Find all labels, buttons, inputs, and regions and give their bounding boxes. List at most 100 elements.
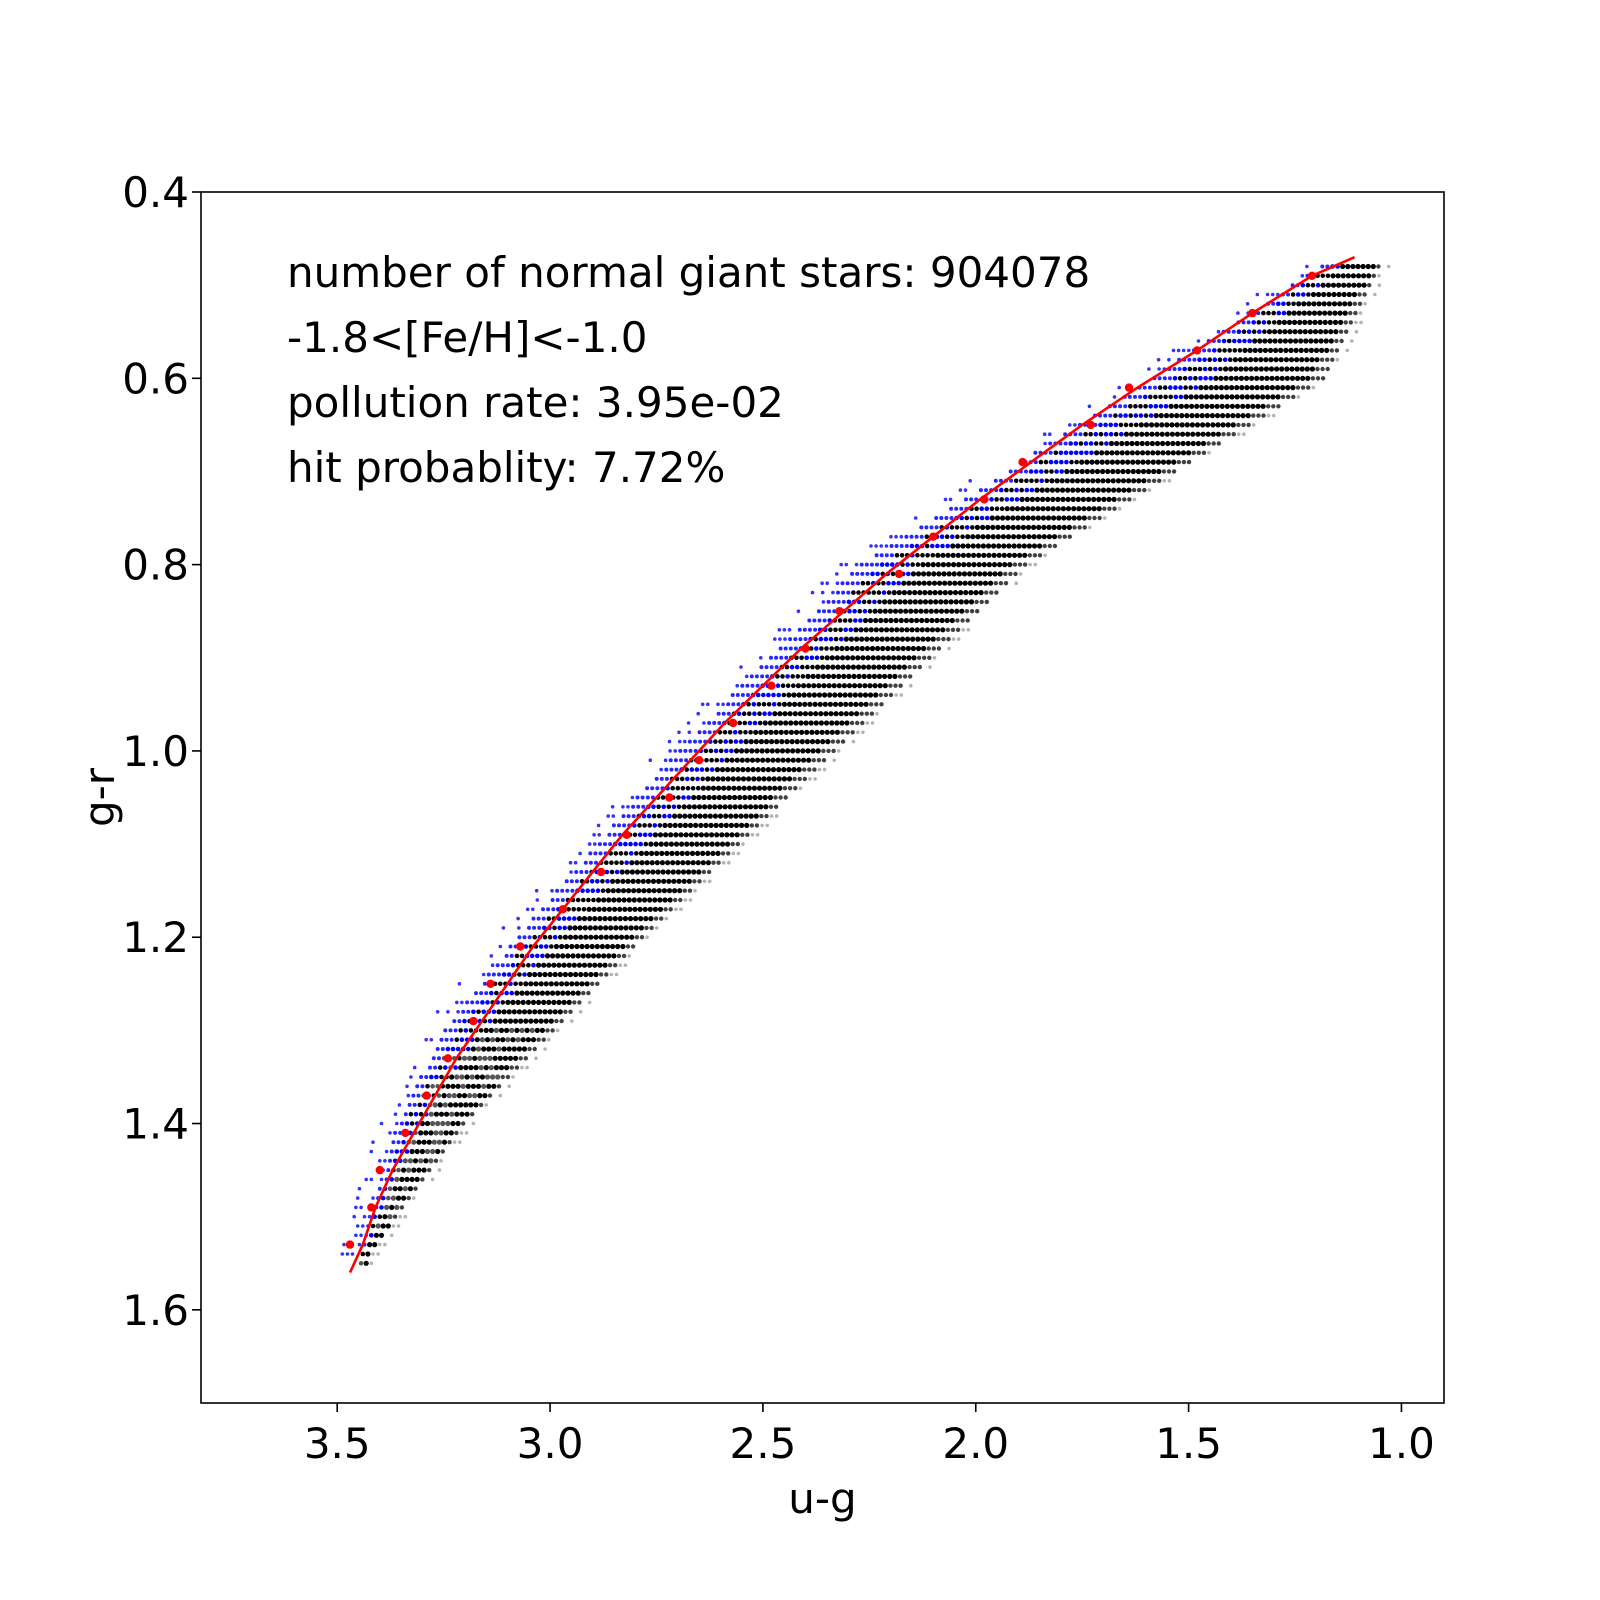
star-point — [857, 608, 862, 614]
star-point — [567, 971, 574, 978]
star-point — [580, 953, 586, 959]
star-point — [532, 934, 537, 940]
star-point — [513, 1018, 519, 1024]
star-point — [652, 906, 659, 912]
star-point — [587, 916, 593, 922]
star-point — [736, 702, 741, 707]
star-point — [987, 571, 993, 577]
star-point — [682, 822, 689, 829]
star-point — [491, 972, 496, 977]
star-point — [1269, 375, 1275, 381]
star-point — [875, 571, 880, 577]
star-point — [1184, 413, 1190, 419]
star-point — [808, 711, 814, 717]
star-point — [604, 943, 611, 950]
star-point — [996, 543, 1002, 549]
star-point — [1255, 292, 1260, 297]
star-point — [610, 943, 616, 950]
star-point — [362, 1214, 367, 1219]
star-point — [673, 749, 677, 753]
star-point — [680, 860, 686, 866]
star-point — [778, 795, 783, 800]
star-point — [641, 888, 647, 894]
star-point — [393, 1112, 398, 1116]
star-point — [769, 748, 775, 754]
star-point — [1373, 292, 1377, 297]
star-point — [904, 544, 909, 548]
star-point — [624, 860, 629, 865]
star-point — [1178, 394, 1184, 400]
star-point — [1057, 534, 1062, 539]
star-point — [435, 1120, 441, 1127]
star-point — [1280, 385, 1286, 391]
star-point — [670, 860, 676, 866]
star-point — [840, 581, 845, 586]
star-point — [657, 906, 664, 912]
star-point — [645, 795, 650, 800]
star-point — [954, 608, 960, 614]
star-point — [1317, 319, 1323, 325]
star-point — [1104, 441, 1109, 446]
star-point — [1087, 515, 1092, 521]
star-point — [592, 962, 598, 968]
star-point — [832, 609, 837, 614]
star-point — [687, 813, 693, 819]
star-point — [1024, 496, 1030, 502]
star-point — [606, 897, 612, 903]
star-point — [459, 1037, 465, 1042]
star-point — [541, 907, 545, 912]
star-point — [1017, 562, 1023, 567]
star-point — [672, 888, 678, 894]
star-point — [597, 833, 601, 837]
star-point — [651, 888, 657, 894]
star-point — [581, 897, 586, 903]
star-point — [930, 543, 935, 549]
fit-point — [694, 756, 704, 765]
star-point — [1073, 450, 1079, 456]
star-point — [1188, 376, 1193, 381]
star-point — [474, 1037, 480, 1043]
star-point — [424, 1075, 429, 1079]
star-point — [1345, 273, 1351, 279]
star-point — [780, 757, 786, 763]
star-point — [434, 1074, 439, 1080]
star-point — [656, 888, 662, 894]
star-point — [1114, 459, 1121, 465]
star-point — [891, 580, 896, 586]
star-point — [877, 608, 883, 614]
star-point — [1174, 422, 1180, 428]
star-point — [1133, 413, 1139, 418]
star-point — [629, 934, 635, 940]
star-point — [430, 1177, 435, 1182]
star-point — [762, 794, 768, 801]
star-point — [593, 842, 597, 846]
star-point — [991, 543, 997, 549]
star-point — [716, 785, 722, 791]
star-point — [472, 1093, 478, 1099]
star-point — [773, 637, 777, 641]
star-point — [409, 1121, 415, 1126]
star-point — [445, 1046, 451, 1052]
star-point — [865, 721, 870, 725]
star-point — [755, 692, 761, 698]
star-point — [1300, 282, 1306, 288]
star-point — [733, 748, 740, 754]
star-point — [1095, 478, 1101, 484]
x-tick-label: 2.0 — [942, 1419, 1009, 1468]
star-point — [406, 1167, 412, 1173]
star-point — [832, 692, 838, 698]
star-point — [350, 1252, 355, 1256]
star-point — [782, 786, 788, 791]
star-point — [547, 1037, 551, 1042]
star-point — [720, 851, 726, 856]
star-point — [1360, 263, 1366, 270]
star-point — [1262, 329, 1267, 335]
star-point — [992, 571, 998, 577]
star-point — [546, 907, 551, 912]
star-point — [1050, 496, 1056, 502]
star-point — [650, 869, 656, 875]
star-point — [964, 525, 970, 530]
star-point — [728, 739, 734, 744]
star-point — [412, 1065, 417, 1070]
star-point — [840, 739, 846, 744]
